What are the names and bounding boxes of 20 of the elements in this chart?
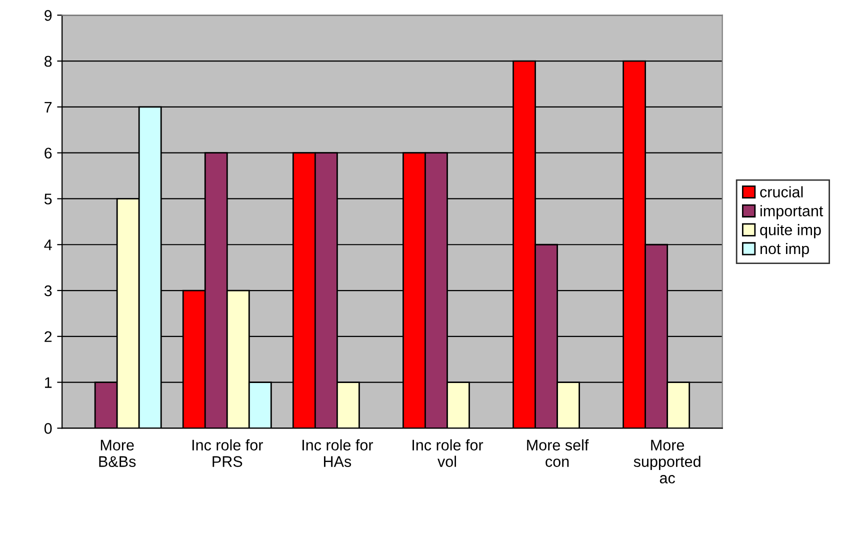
x-tick-label: Inc role for vol [412,439,484,467]
x-tick-label: Inc role for HAs [302,439,374,467]
y-tick-label: 6 [44,148,52,159]
y-tick-label: 5 [44,194,52,204]
x-tick-label: More self con [527,439,589,467]
legend-label: not imp [760,242,809,258]
legend-label: important [760,205,824,220]
y-tick-label: 3 [44,285,52,296]
y-tick-label: 8 [44,56,52,67]
x-tick-label: More B&Bs [99,440,136,467]
legend-label: crucial [760,186,803,198]
y-tick-label: 4 [44,240,52,250]
y-tick-label: 0 [44,423,52,434]
x-tick-label: More supported ac [634,440,700,484]
x-tick-label: Inc role for PRS [192,439,263,467]
y-tick-label: 7 [44,102,52,112]
y-tick-label: 9 [44,10,52,21]
y-tick-label: 2 [44,331,52,342]
y-tick-label: 1 [45,377,52,388]
legend-label: quite imp [760,224,821,238]
